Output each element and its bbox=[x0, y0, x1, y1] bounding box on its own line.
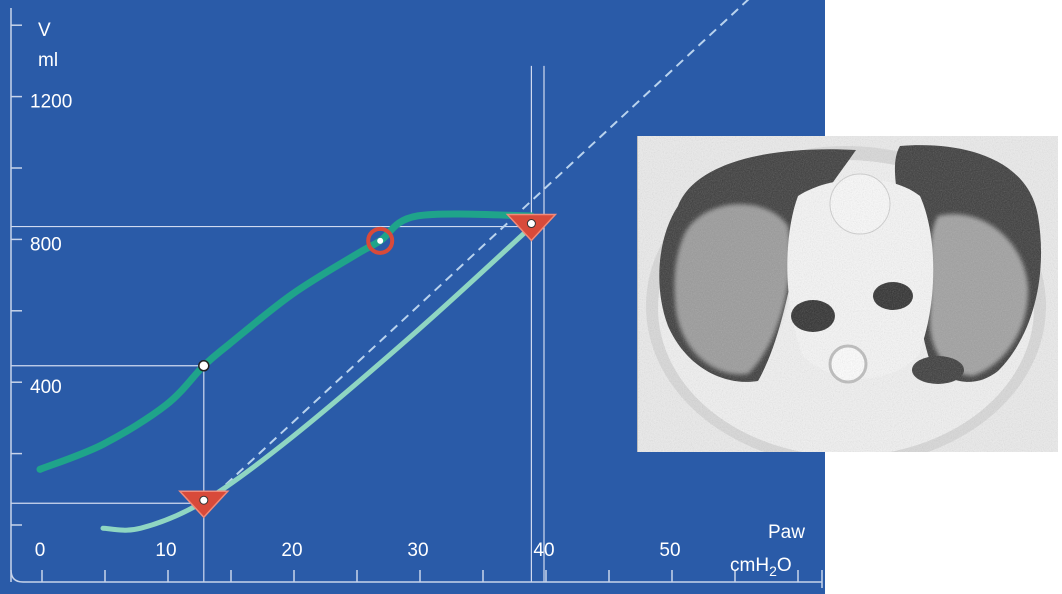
markers bbox=[178, 213, 558, 519]
x-tick-label: 20 bbox=[281, 540, 302, 561]
x-tick-label: 0 bbox=[35, 540, 46, 561]
axes bbox=[10, 8, 823, 588]
marker-center-dot bbox=[377, 237, 384, 244]
marker-center-dot bbox=[526, 219, 536, 229]
series-lines bbox=[36, 210, 535, 533]
x-unit-sub: 2 bbox=[769, 563, 777, 579]
x-unit-base: cmH bbox=[730, 555, 769, 576]
tick-labels: 0 10 20 30 40 50 400 800 1200 bbox=[30, 92, 681, 561]
y-axis-label-unit: ml bbox=[38, 50, 58, 71]
x-tick-label: 50 bbox=[659, 540, 680, 561]
y-tick-label: 800 bbox=[30, 234, 62, 255]
x-axis-label-unit: cmH2O bbox=[730, 555, 792, 579]
y-axis-label-v: V bbox=[38, 20, 51, 41]
point-marker bbox=[198, 360, 210, 372]
ct-scan-inset bbox=[637, 136, 1058, 452]
inflation-curve bbox=[36, 210, 535, 473]
x-axis-line bbox=[10, 569, 822, 583]
y-tick-label: 400 bbox=[30, 377, 62, 398]
marker-center-dot bbox=[199, 495, 209, 505]
upper-inflection-circle-marker bbox=[366, 226, 395, 255]
x-axis-label-paw: Paw bbox=[768, 522, 805, 543]
reference-lines bbox=[11, 0, 750, 582]
y-tick-label: 1200 bbox=[30, 92, 72, 113]
x-tick-label: 40 bbox=[533, 540, 554, 561]
x-unit-tail: O bbox=[777, 555, 792, 576]
deflation-curve bbox=[100, 224, 534, 533]
x-tick-label: 30 bbox=[407, 540, 428, 561]
ct-scan-image bbox=[638, 136, 1058, 452]
x-tick-label: 10 bbox=[155, 540, 176, 561]
